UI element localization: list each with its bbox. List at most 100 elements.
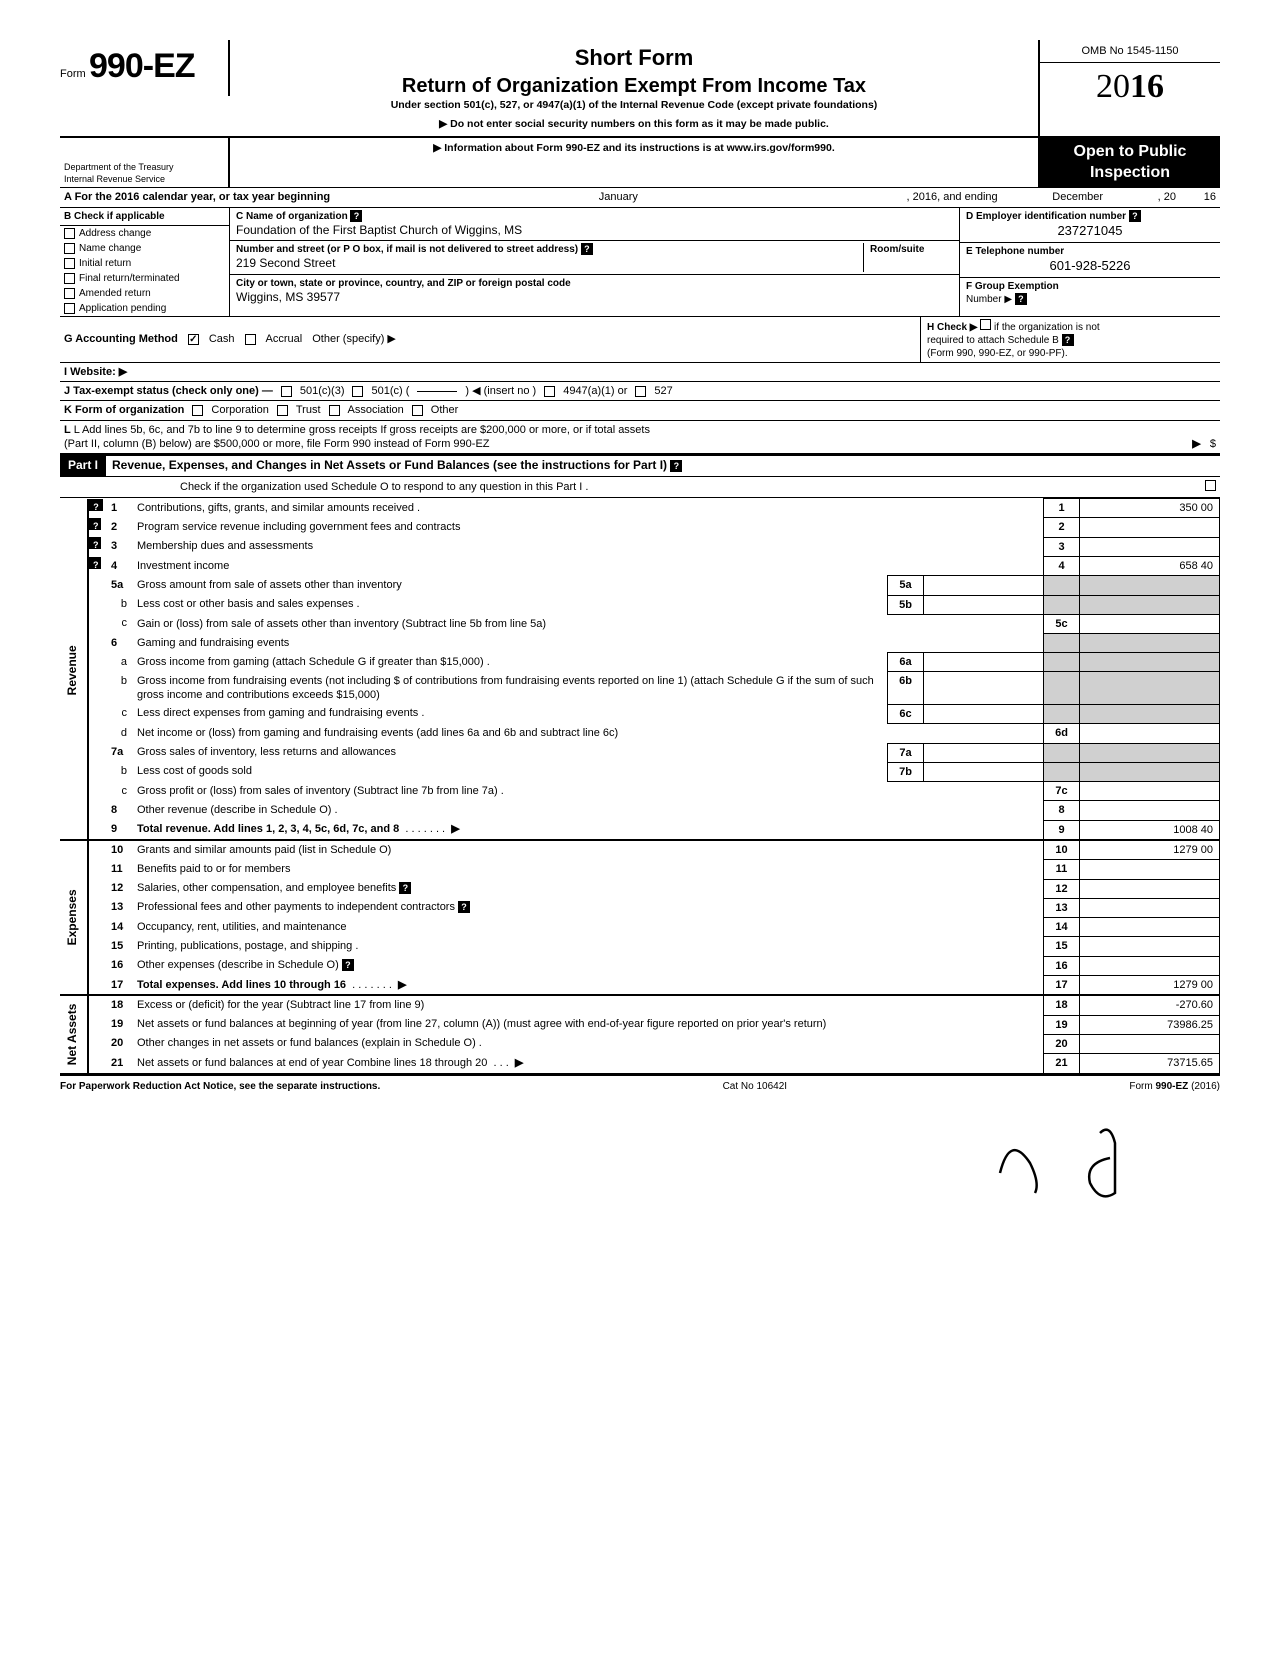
row-a-tax-year: A For the 2016 calendar year, or tax yea… (60, 188, 1220, 207)
help-icon[interactable]: ? (89, 537, 101, 549)
chk-corp[interactable] (192, 405, 203, 416)
help-icon[interactable]: ? (89, 557, 101, 569)
chk-name-change[interactable]: Name change (60, 241, 229, 256)
open-public-badge: Open to Public Inspection (1040, 138, 1220, 188)
help-icon[interactable]: ? (1129, 210, 1141, 222)
help-icon[interactable]: ? (1015, 293, 1027, 305)
help-icon[interactable]: ? (350, 210, 362, 222)
col-b: B Check if applicable Address change Nam… (60, 208, 230, 316)
help-icon[interactable]: ? (399, 882, 411, 894)
help-icon[interactable]: ? (89, 499, 103, 511)
help-icon[interactable]: ? (342, 959, 354, 971)
col-d: D Employer identification number ? 23727… (960, 208, 1220, 316)
phone-row: E Telephone number 601-928-5226 (960, 243, 1220, 278)
row-a-end2: , 20 (1158, 190, 1176, 204)
cat-no: Cat No 10642I (723, 1080, 788, 1093)
main-title: Return of Organization Exempt From Incom… (242, 73, 1026, 99)
chk-initial-return[interactable]: Initial return (60, 256, 229, 271)
row-l: L L Add lines 5b, 6c, and 7b to line 9 t… (60, 421, 1220, 456)
side-label-expenses: Expenses (60, 840, 88, 995)
chk-address-change[interactable]: Address change (60, 226, 229, 241)
paperwork-notice: For Paperwork Reduction Act Notice, see … (60, 1080, 380, 1093)
help-icon[interactable]: ? (1062, 334, 1074, 346)
handwritten-mark (980, 1113, 1180, 1213)
side-label-netassets: Net Assets (60, 995, 88, 1073)
chk-501c[interactable] (352, 386, 363, 397)
col-b-header: B Check if applicable (60, 208, 229, 226)
ein-row: D Employer identification number ? 23727… (960, 208, 1220, 243)
year-prefix: 20 (1096, 68, 1130, 105)
form-header: Form 990-EZ Short Form Return of Organiz… (60, 40, 1220, 138)
phone-value: 601-928-5226 (966, 258, 1214, 275)
form-number-box: Form 990-EZ (60, 40, 230, 96)
row-a-mid2: , 2016, and ending (907, 190, 998, 204)
part1-header-row: Part I Revenue, Expenses, and Changes in… (60, 455, 1220, 477)
row-a-begin: January (330, 190, 906, 204)
dept-treasury: Department of the Treasury (64, 162, 224, 174)
chk-pending[interactable]: Application pending (60, 301, 229, 316)
g-label: G Accounting Method (64, 332, 178, 346)
chk-other-org[interactable] (412, 405, 423, 416)
org-name-row: C Name of organization ? Foundation of t… (230, 208, 959, 242)
row-j-tax-status: J Tax-exempt status (check only one) — 5… (60, 382, 1220, 401)
form-word: Form (60, 68, 86, 80)
addr-value: 219 Second Street (236, 256, 335, 270)
title-box: Short Form Return of Organization Exempt… (230, 40, 1040, 136)
row-k-org-form: K Form of organization Corporation Trust… (60, 401, 1220, 420)
accounting-method: G Accounting Method Cash Accrual Other (… (60, 317, 920, 362)
phone-label: E Telephone number (966, 246, 1064, 257)
group-exemption-row: F Group Exemption Number ▶ ? (960, 278, 1220, 308)
help-icon[interactable]: ? (581, 243, 593, 255)
org-name-label: C Name of organization (236, 211, 348, 222)
part1-title: Revenue, Expenses, and Changes in Net As… (106, 456, 1220, 476)
chk-accrual[interactable] (245, 334, 256, 345)
chk-final-return[interactable]: Final return/terminated (60, 271, 229, 286)
subtitle: Under section 501(c), 527, or 4947(a)(1)… (242, 99, 1026, 113)
year-suffix: 16 (1130, 68, 1164, 105)
chk-trust[interactable] (277, 405, 288, 416)
row-i-website: I Website: ▶ (60, 363, 1220, 382)
help-icon[interactable]: ? (670, 460, 682, 472)
signature-area (60, 1113, 1220, 1233)
part1-table: Revenue ? 1 Contributions, gifts, grants… (60, 498, 1220, 1074)
side-label-revenue: Revenue (60, 499, 88, 840)
chk-cash[interactable] (188, 334, 199, 345)
ein-value: 237271045 (966, 223, 1214, 240)
form-number: 990-EZ (89, 47, 195, 85)
chk-schedule-o[interactable] (1205, 480, 1216, 491)
website-label: I Website: ▶ (64, 365, 127, 379)
chk-527[interactable] (635, 386, 646, 397)
city-value: Wiggins, MS 39577 (236, 290, 340, 304)
block-b-c-d: B Check if applicable Address change Nam… (60, 208, 1220, 317)
tax-year: 2016 (1040, 63, 1220, 111)
city-label: City or town, state or province, country… (236, 278, 571, 289)
chk-assoc[interactable] (329, 405, 340, 416)
help-icon[interactable]: ? (458, 901, 470, 913)
dept-row: Department of the Treasury Internal Reve… (60, 138, 1220, 189)
group-exemption-number-label: Number ▶ (966, 294, 1012, 305)
chk-501c3[interactable] (281, 386, 292, 397)
chk-amended[interactable]: Amended return (60, 286, 229, 301)
help-icon[interactable]: ? (89, 518, 101, 530)
chk-h[interactable] (980, 319, 991, 330)
row-a-label: A For the 2016 calendar year, or tax yea… (64, 190, 330, 204)
instruction-ssn: ▶ Do not enter social security numbers o… (242, 118, 1026, 132)
dept-box: Department of the Treasury Internal Reve… (60, 138, 230, 188)
schedule-o-check-row: Check if the organization used Schedule … (60, 477, 1220, 498)
info-instruction: ▶ Information about Form 990-EZ and its … (230, 138, 1040, 188)
h-schedule-b: H Check ▶ if the organization is not req… (920, 317, 1220, 362)
short-form-title: Short Form (242, 44, 1026, 73)
group-exemption-label: F Group Exemption (966, 281, 1059, 292)
chk-4947[interactable] (544, 386, 555, 397)
part1-label: Part I (60, 456, 106, 476)
org-name-value: Foundation of the First Baptist Church o… (236, 223, 522, 237)
room-label: Room/suite (870, 244, 924, 255)
row-a-end-month: December (998, 190, 1158, 204)
col-c: C Name of organization ? Foundation of t… (230, 208, 960, 316)
open-public-2: Inspection (1044, 163, 1216, 184)
footer-row: For Paperwork Reduction Act Notice, see … (60, 1075, 1220, 1093)
open-public-1: Open to Public (1044, 142, 1216, 163)
omb-number: OMB No 1545-1150 (1040, 40, 1220, 63)
row-g-h: G Accounting Method Cash Accrual Other (… (60, 317, 1220, 363)
dept-irs: Internal Revenue Service (64, 174, 224, 186)
